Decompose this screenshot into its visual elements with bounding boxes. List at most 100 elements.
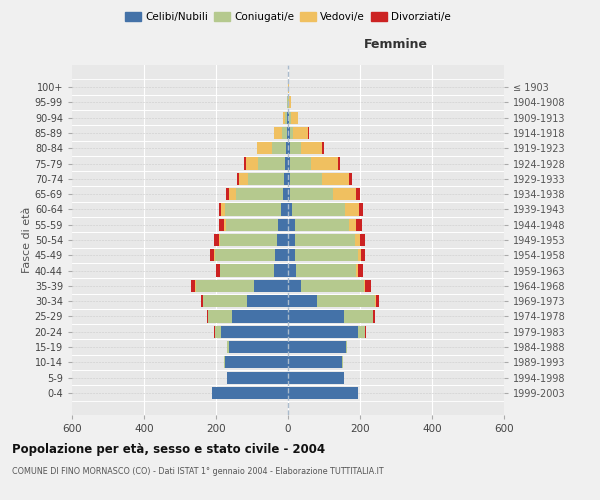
Bar [288, 310, 373, 322]
Bar [288, 234, 360, 246]
Bar [224, 218, 288, 231]
Bar [288, 112, 298, 124]
Bar [236, 188, 288, 200]
Bar [288, 127, 290, 139]
Bar [288, 204, 359, 216]
Bar [288, 127, 308, 139]
Bar [288, 158, 311, 170]
Bar [288, 372, 344, 384]
Bar [206, 310, 288, 322]
Bar [225, 356, 288, 368]
Bar [288, 249, 358, 262]
Bar [288, 218, 362, 231]
Bar [283, 112, 288, 124]
Bar [288, 188, 333, 200]
Bar [212, 387, 288, 399]
Bar [288, 310, 375, 322]
Bar [288, 356, 342, 368]
Bar [288, 112, 298, 124]
Bar [196, 280, 288, 292]
Bar [288, 142, 290, 154]
Bar [287, 96, 288, 108]
Bar [227, 341, 288, 353]
Y-axis label: Fasce di età: Fasce di età [22, 207, 32, 273]
Bar [229, 188, 288, 200]
Bar [281, 204, 288, 216]
Bar [275, 249, 288, 262]
Bar [215, 326, 288, 338]
Bar [288, 387, 358, 399]
Bar [284, 172, 288, 185]
Bar [288, 264, 358, 276]
Bar [288, 280, 364, 292]
Bar [281, 127, 288, 139]
Bar [288, 188, 356, 200]
Bar [201, 295, 288, 308]
Bar [224, 356, 288, 368]
Bar [288, 158, 338, 170]
Bar [288, 172, 322, 185]
Bar [288, 112, 289, 124]
Bar [221, 204, 288, 216]
Bar [288, 295, 317, 308]
Bar [258, 158, 288, 170]
Bar [245, 158, 288, 170]
Bar [288, 142, 322, 154]
Bar [257, 142, 288, 154]
Bar [257, 142, 288, 154]
Bar [288, 188, 290, 200]
Bar [226, 218, 288, 231]
Bar [288, 172, 290, 185]
Bar [288, 218, 349, 231]
Bar [288, 188, 360, 200]
Text: Popolazione per età, sesso e stato civile - 2004: Popolazione per età, sesso e stato civil… [12, 442, 325, 456]
Bar [288, 204, 345, 216]
Bar [288, 280, 371, 292]
Bar [288, 112, 290, 124]
Bar [288, 295, 376, 308]
Bar [224, 356, 288, 368]
Bar [220, 264, 288, 276]
Bar [288, 280, 365, 292]
Bar [286, 142, 288, 154]
Bar [218, 204, 288, 216]
Bar [288, 341, 347, 353]
Bar [244, 158, 288, 170]
Bar [203, 295, 288, 308]
Bar [288, 326, 366, 338]
Bar [288, 326, 365, 338]
Bar [287, 96, 288, 108]
Bar [288, 127, 308, 139]
Legend: Celibi/Nubili, Coniugati/e, Vedovi/e, Divorziati/e: Celibi/Nubili, Coniugati/e, Vedovi/e, Di… [121, 8, 455, 26]
Bar [215, 249, 288, 262]
Bar [221, 326, 288, 338]
Bar [212, 387, 288, 399]
Bar [214, 249, 288, 262]
Bar [218, 234, 288, 246]
Bar [285, 158, 288, 170]
Bar [288, 295, 379, 308]
Bar [226, 188, 288, 200]
Bar [288, 372, 344, 384]
Bar [288, 172, 349, 185]
Bar [288, 310, 344, 322]
Bar [232, 310, 288, 322]
Bar [288, 372, 344, 384]
Bar [203, 295, 288, 308]
Bar [227, 341, 288, 353]
Bar [288, 356, 343, 368]
Bar [288, 372, 344, 384]
Bar [288, 387, 358, 399]
Bar [288, 158, 290, 170]
Bar [277, 234, 288, 246]
Bar [210, 249, 288, 262]
Bar [288, 81, 289, 93]
Bar [288, 96, 290, 108]
Bar [288, 127, 293, 139]
Bar [288, 264, 356, 276]
Bar [283, 112, 288, 124]
Bar [287, 96, 288, 108]
Bar [274, 127, 288, 139]
Bar [288, 249, 365, 262]
Bar [288, 326, 358, 338]
